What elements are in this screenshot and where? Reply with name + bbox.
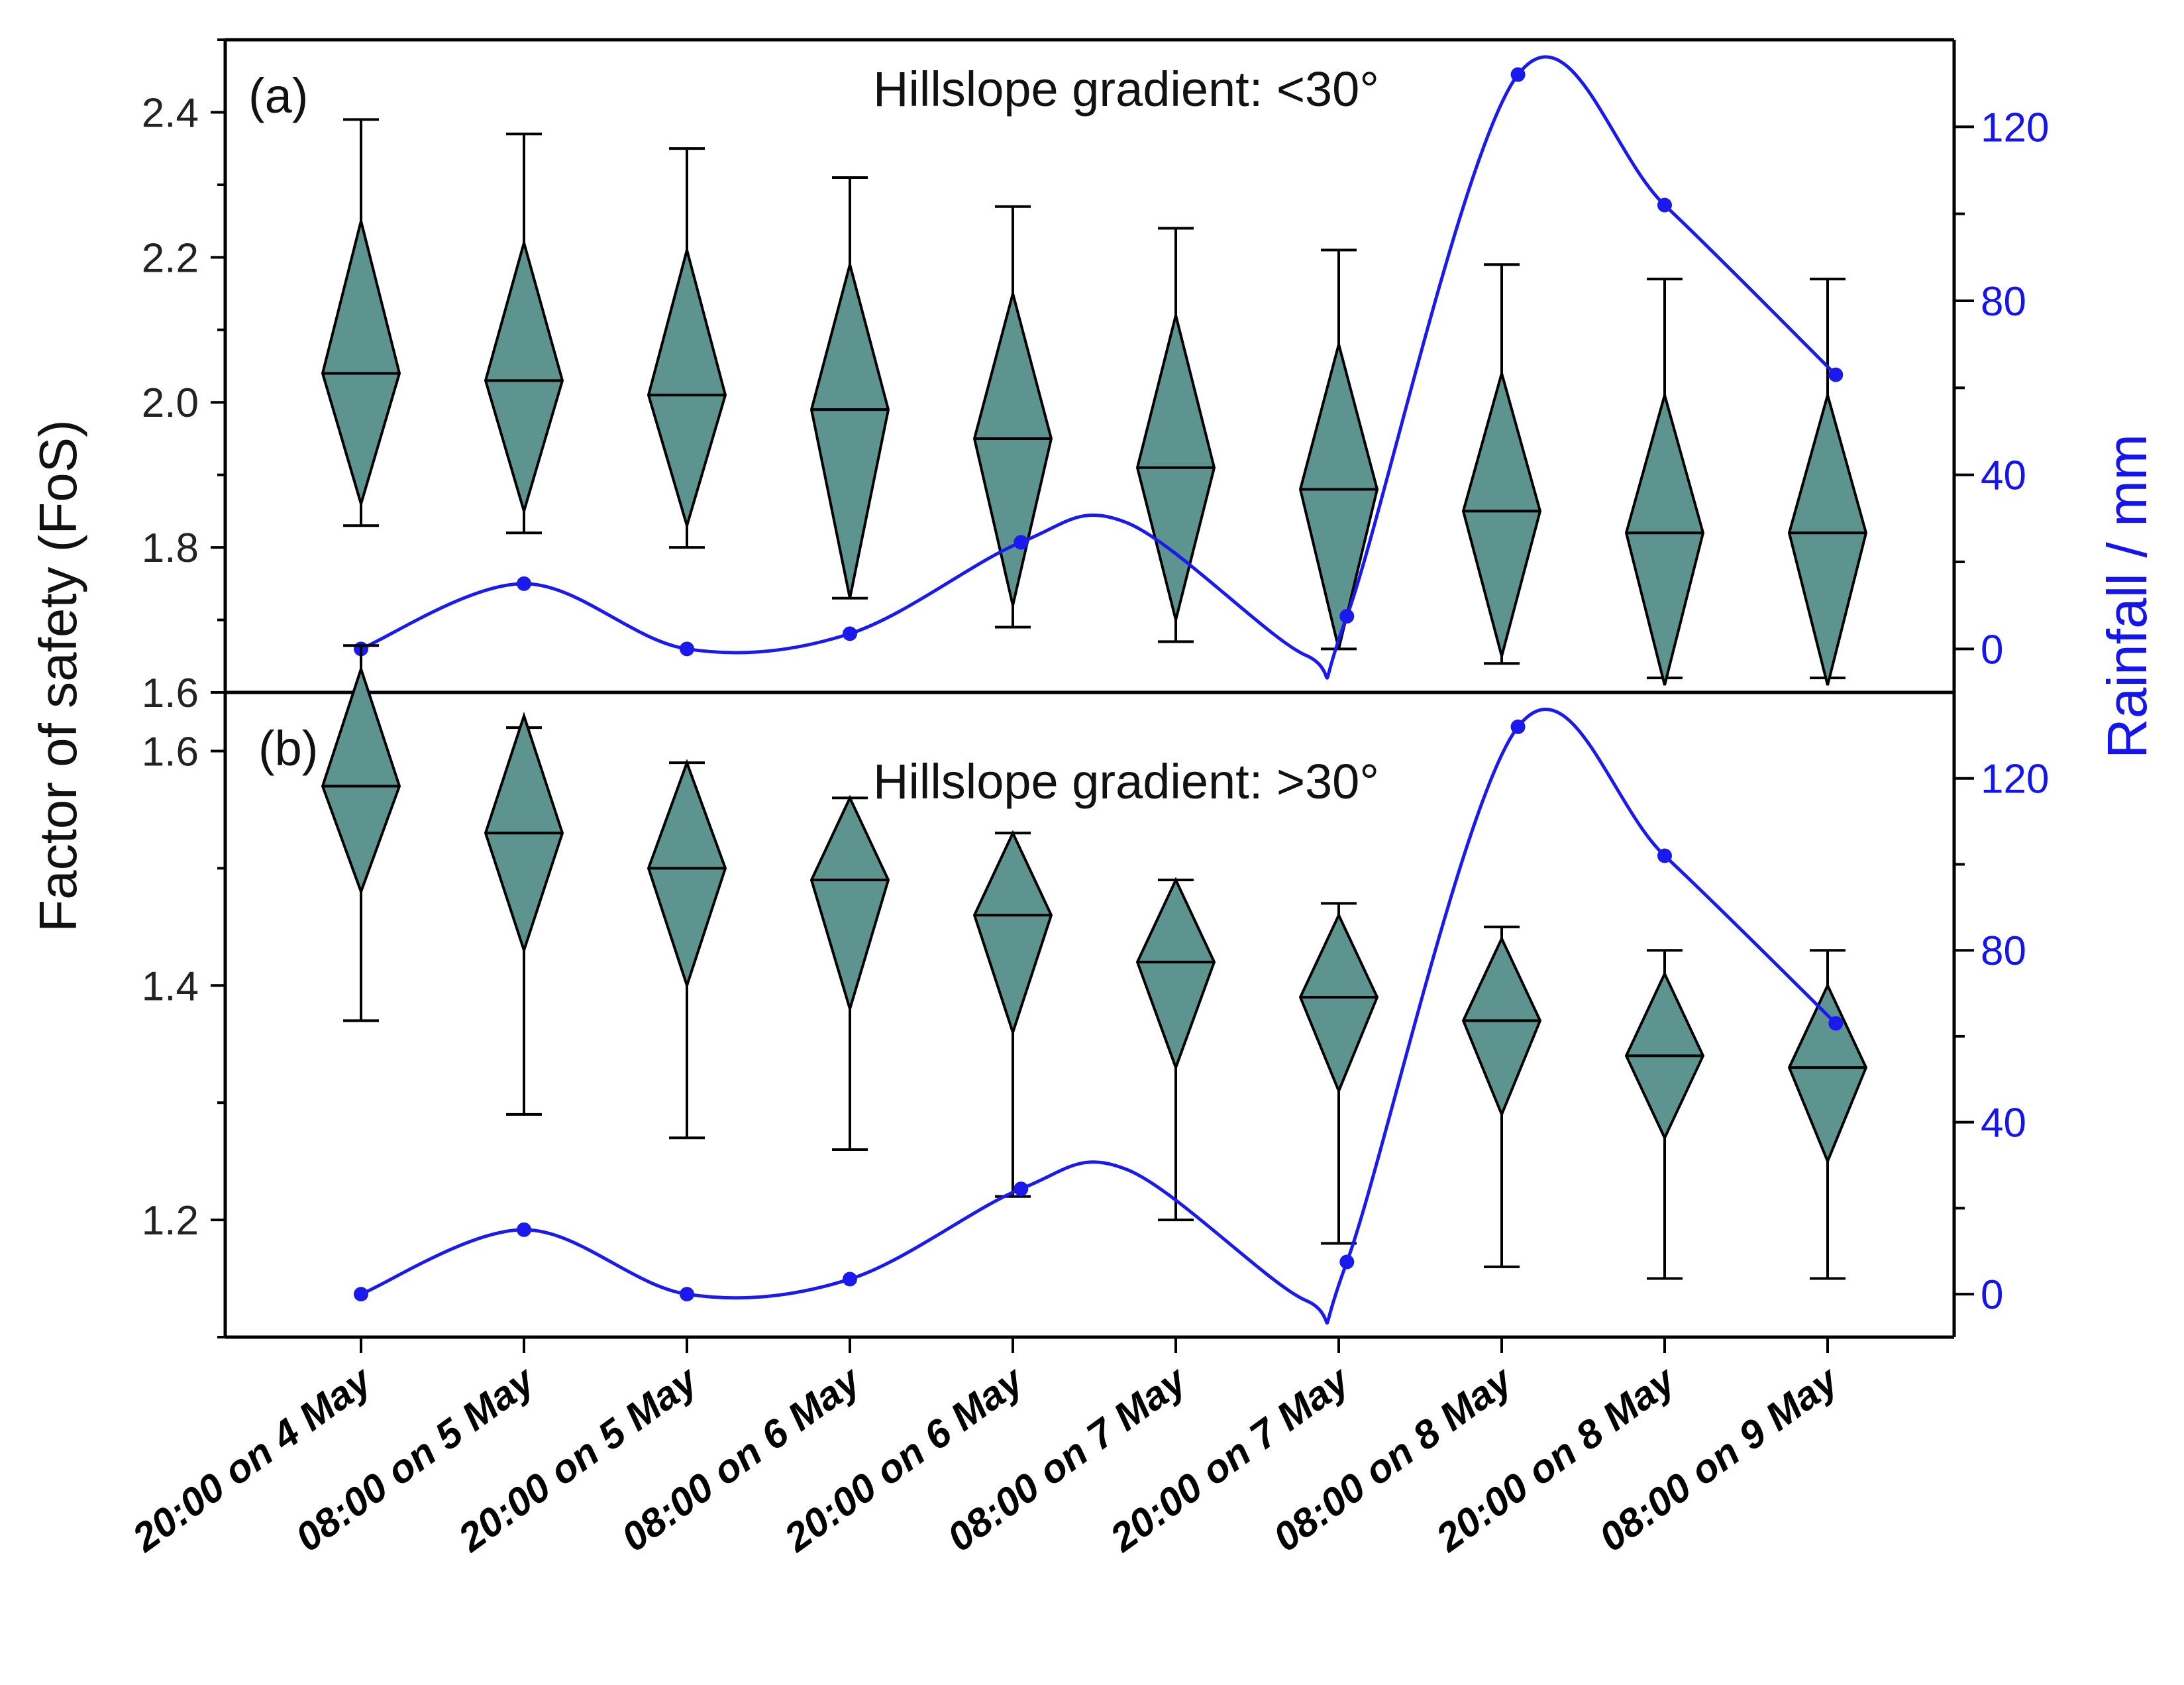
fos-diamond-a xyxy=(1787,390,1868,686)
right-tick-label-b: 80 xyxy=(1981,928,2026,974)
left-tick-label-a: 2.4 xyxy=(142,90,199,136)
fos-diamond-a xyxy=(647,245,727,531)
fos-diamond-a xyxy=(321,221,401,509)
fos-diamond-a xyxy=(1624,390,1705,686)
panel-b: 1.2 1.4 1.6 0 40 80 120 (b) Hillslope gradient: … xyxy=(142,644,2049,1339)
right-tick-label-b: 120 xyxy=(1981,757,2049,802)
fos-diamond-a xyxy=(484,238,564,516)
right-tick-label-b: 0 xyxy=(1981,1272,2003,1318)
panel-label-b: (b) xyxy=(258,721,318,776)
left-tick-label-a: 1.8 xyxy=(142,525,199,571)
fos-diamond-b xyxy=(321,665,401,896)
rainfall-point-a xyxy=(680,641,694,657)
rainfall-point-b xyxy=(1014,1181,1029,1197)
fos-diamond-b xyxy=(647,759,727,990)
rainfall-point-b xyxy=(1339,1254,1355,1270)
panel-title-a: Hillslope gradient: <30° xyxy=(873,62,1379,117)
rainfall-point-a xyxy=(1339,609,1355,624)
right-tick-label-a: 80 xyxy=(1981,279,2026,325)
panel-title-b: Hillslope gradient: >30° xyxy=(873,754,1379,809)
fos-diamond-b xyxy=(1461,935,1542,1118)
fos-diamond-b xyxy=(1135,877,1216,1071)
y-axis-label-right: Rainfall / mm xyxy=(2096,434,2158,759)
right-tick-label-b: 40 xyxy=(1981,1101,2026,1146)
fos-diamond-b xyxy=(972,830,1053,1037)
fos-diamond-b xyxy=(1787,982,1868,1165)
fos-diamond-b xyxy=(1298,912,1379,1095)
rainfall-point-b xyxy=(354,1287,368,1302)
rainfall-point-b xyxy=(843,1272,857,1287)
panel-label-a: (a) xyxy=(248,68,308,123)
fos-diamond-a xyxy=(1298,339,1379,649)
panel-a: 1.6 1.8 2.0 2.2 2.4 0 40 80 120 (a) Hillslope grad… xyxy=(142,38,2049,716)
rainfall-point-b xyxy=(1510,719,1526,734)
right-tick-label-a: 0 xyxy=(1981,627,2003,673)
y-axis-label-left: Factor of safety (FoS) xyxy=(28,419,87,932)
fos-diamond-a xyxy=(972,288,1053,606)
left-tick-label-a: 1.6 xyxy=(142,671,199,716)
left-tick-label-b: 1.6 xyxy=(142,729,199,775)
rainfall-point-a xyxy=(843,626,857,641)
left-tick-label-a: 2.0 xyxy=(142,380,199,426)
rainfall-point-b xyxy=(517,1222,531,1237)
right-tick-label-a: 120 xyxy=(1981,105,2049,150)
rainfall-line-a xyxy=(360,55,1838,680)
right-tick-label-a: 40 xyxy=(1981,453,2026,499)
fos-diamond-a xyxy=(1461,368,1542,662)
rainfall-point-a xyxy=(1657,197,1672,213)
rainfall-point-b xyxy=(1657,848,1672,863)
left-tick-label-b: 1.2 xyxy=(142,1198,199,1244)
rainfall-point-b xyxy=(1828,1016,1844,1031)
rainfall-point-a xyxy=(1014,535,1029,550)
rainfall-line-b xyxy=(360,708,1838,1325)
rainfall-point-a xyxy=(1828,367,1844,382)
fos-diamond-a xyxy=(809,259,890,599)
fos-diamond-b xyxy=(809,794,890,1014)
rainfall-point-a xyxy=(1510,67,1526,82)
rainfall-point-a xyxy=(517,576,531,591)
left-tick-label-b: 1.4 xyxy=(142,963,199,1009)
left-tick-label-a: 2.2 xyxy=(142,235,199,281)
rainfall-point-b xyxy=(680,1287,694,1302)
